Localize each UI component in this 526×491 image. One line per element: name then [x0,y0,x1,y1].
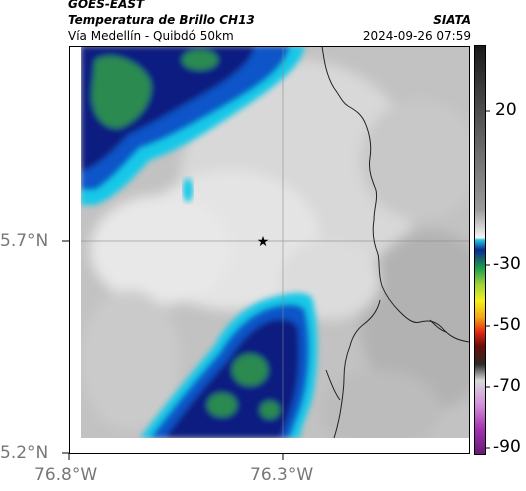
colorbar-label-minus90: -90 [493,437,521,457]
cold-cloud-bottom [140,293,318,438]
product-title: Temperatura de Brillo CH13 [68,13,255,27]
lat-tick-label-2: 5.2°N [0,443,49,463]
colorbar-label-minus30: -30 [493,254,521,274]
cloud-field [81,46,469,438]
department-border [321,46,469,438]
colorbar-label-minus70: -70 [493,376,521,396]
gridlines [81,46,469,438]
lat-tick-label-1: 5.7°N [0,231,49,251]
agency-label: SIATA [433,13,471,27]
timestamp: 2024-09-26 07:59 [362,29,471,43]
colorbar [474,45,490,455]
cold-cloud-top-left [81,46,305,205]
colorbar-label-20: 20 [495,100,517,120]
axis-ticks [62,240,284,460]
lon-tick-label-2: 76.3°W [250,465,314,485]
route-subtitle: Vía Medellín - Quibdó 50km [68,29,234,43]
colorbar-label-minus50: -50 [493,315,521,335]
satellite-title: GOES-EAST [68,0,145,11]
map-frame [69,46,470,454]
lon-tick-label-1: 76.8°W [34,465,98,485]
location-marker-star: ★ [257,234,270,250]
